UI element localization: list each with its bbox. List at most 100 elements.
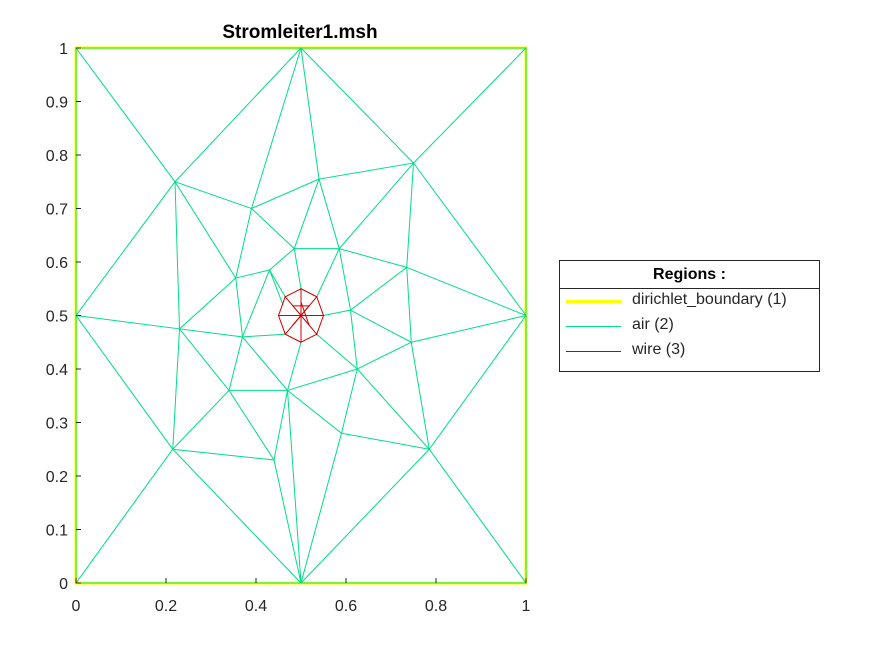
mesh-edge xyxy=(250,47,302,210)
mesh-edge xyxy=(235,277,244,338)
mesh-edge xyxy=(316,296,325,317)
x-tick-label: 0.2 xyxy=(155,598,177,615)
mesh-edge xyxy=(349,309,412,343)
x-tick-label: 0.4 xyxy=(245,598,267,615)
mesh-edge xyxy=(250,207,295,250)
mesh-edge xyxy=(241,269,271,338)
mesh-edge xyxy=(75,314,181,330)
mesh-edge xyxy=(174,181,253,210)
mesh-edge xyxy=(172,328,181,450)
mesh-edge xyxy=(340,432,430,450)
mesh-edge xyxy=(406,162,415,268)
mesh-edge xyxy=(172,448,275,461)
y-tick-label: 1 xyxy=(59,41,68,58)
mesh-edge xyxy=(286,368,358,392)
x-tick-label: 0 xyxy=(72,598,81,615)
mesh-edge xyxy=(428,448,527,584)
mesh-edge xyxy=(241,333,286,338)
series-2 xyxy=(277,288,325,343)
mesh-edge xyxy=(300,288,318,298)
legend-swatch-dirichlet xyxy=(566,300,621,303)
mesh-edge xyxy=(406,266,527,317)
x-tick-label: 1 xyxy=(522,598,531,615)
y-tick-label: 0.2 xyxy=(46,469,68,486)
mesh-edge xyxy=(356,368,430,450)
mesh-edge xyxy=(174,47,302,183)
legend-title: Regions : xyxy=(560,261,819,289)
x-tick-label: 0.8 xyxy=(425,598,447,615)
mesh-edge xyxy=(412,162,527,317)
mesh-edge xyxy=(349,266,408,311)
legend-item-air: air (2) xyxy=(560,314,819,339)
legend-swatch-wire xyxy=(566,351,621,352)
mesh-edge xyxy=(75,448,174,584)
mesh-edge xyxy=(293,248,302,290)
mesh-edge xyxy=(228,389,275,461)
mesh-edge xyxy=(428,314,527,450)
legend-label-wire: wire (3) xyxy=(632,341,686,358)
y-tick-label: 0.4 xyxy=(46,362,68,379)
mesh-edge xyxy=(286,341,302,392)
mesh-edge xyxy=(349,309,358,370)
y-tick-label: 0 xyxy=(59,576,68,593)
mesh-edge xyxy=(178,328,230,392)
mesh-edge xyxy=(318,162,415,180)
mesh-edge xyxy=(318,178,340,250)
mesh-edge xyxy=(250,178,320,210)
mesh-edge xyxy=(338,248,352,311)
mesh-edge xyxy=(300,47,415,164)
legend-label-dirichlet: dirichlet_boundary (1) xyxy=(632,291,787,308)
mesh-edge xyxy=(235,269,271,279)
mesh-edge xyxy=(338,162,415,250)
y-tick-label: 0.1 xyxy=(46,523,68,540)
mesh-edge xyxy=(316,333,358,370)
y-tick-label: 0.3 xyxy=(46,416,68,433)
mesh-edge xyxy=(172,448,302,584)
mesh-edge xyxy=(406,266,412,343)
mesh-edge xyxy=(340,368,358,434)
mesh-edge xyxy=(235,207,253,279)
mesh-edge xyxy=(410,341,430,450)
mesh-edge xyxy=(75,47,176,183)
legend-swatch-air xyxy=(566,326,621,327)
mesh-edge xyxy=(300,448,430,584)
mesh-plot xyxy=(74,46,528,585)
legend-item-wire: wire (3) xyxy=(560,339,819,364)
mesh-edge xyxy=(300,47,320,180)
mesh-edge xyxy=(356,341,412,370)
mesh-edge xyxy=(300,333,318,343)
mesh-edge xyxy=(273,459,302,584)
mesh-edge xyxy=(412,47,527,164)
mesh-edge xyxy=(75,314,174,450)
legend-label-air: air (2) xyxy=(632,316,674,333)
y-axis: 0 0.1 0.2 0.3 0.4 0.5 0.6 0.7 0.8 0.9 1 xyxy=(46,41,81,593)
mesh-edge xyxy=(316,247,340,298)
mesh-edge xyxy=(293,178,320,250)
mesh-edge xyxy=(75,181,176,317)
chart-title: Stromleiter1.msh xyxy=(222,22,377,43)
mesh-edge xyxy=(277,296,286,317)
mesh-edge xyxy=(286,389,343,434)
mesh-edge xyxy=(268,269,286,298)
mesh-edge xyxy=(284,333,302,343)
mesh-edge xyxy=(277,314,286,335)
mesh-edge xyxy=(172,389,230,450)
mesh-edge xyxy=(410,314,527,343)
mesh-edge xyxy=(338,248,408,268)
series-1 xyxy=(75,47,527,584)
mesh-edge xyxy=(322,309,352,317)
legend-item-dirichlet: dirichlet_boundary (1) xyxy=(560,289,819,314)
mesh-edge xyxy=(273,389,289,461)
x-axis: 0 0.2 0.4 0.6 0.8 1 xyxy=(72,578,531,615)
mesh-edge xyxy=(284,288,302,298)
mesh-edge xyxy=(178,328,244,338)
y-tick-label: 0.5 xyxy=(46,309,68,326)
mesh-edge xyxy=(174,181,181,330)
legend: Regions : dirichlet_boundary (1) air (2)… xyxy=(559,260,820,372)
y-tick-label: 0.7 xyxy=(46,202,68,219)
mesh-edge xyxy=(241,336,289,392)
y-tick-label: 0.8 xyxy=(46,148,68,165)
mesh-edge xyxy=(286,389,302,584)
mesh-edge xyxy=(316,314,325,335)
mesh-edge xyxy=(268,269,284,306)
